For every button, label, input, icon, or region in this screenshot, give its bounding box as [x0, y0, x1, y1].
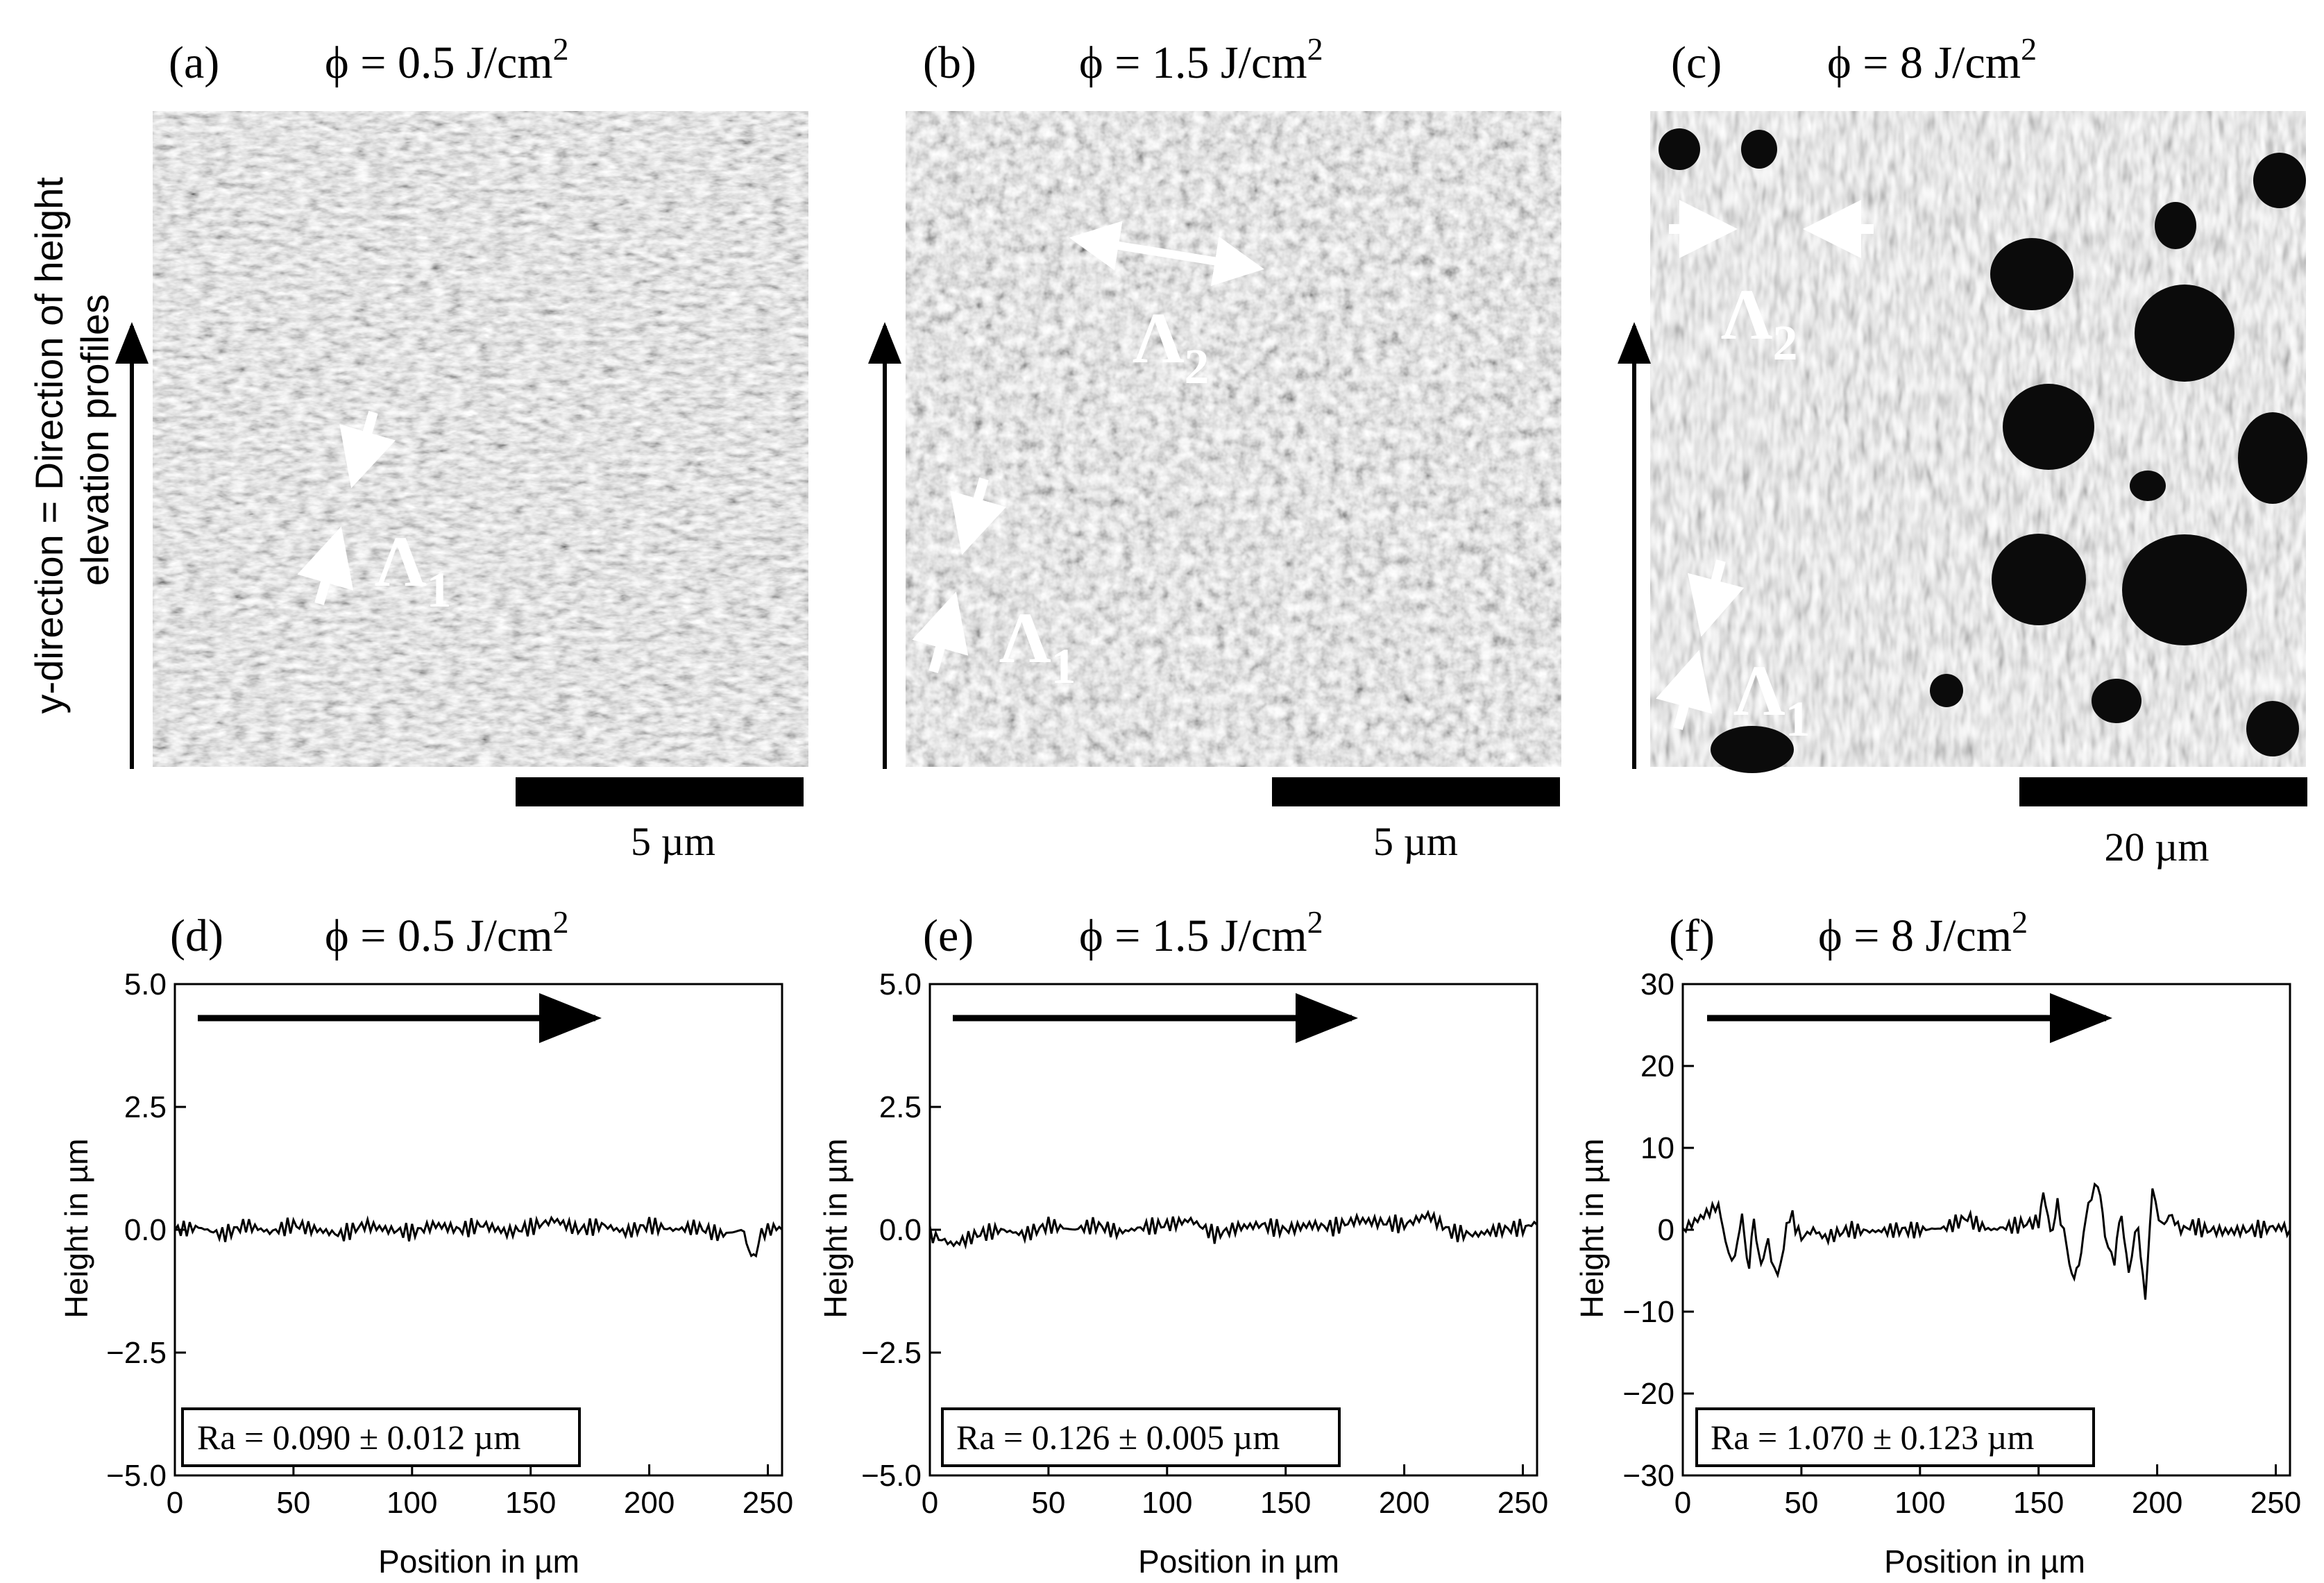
ra-annotation-d: Ra = 0.090 ± 0.012 µm [197, 1418, 520, 1457]
x-tick-label: 150 [505, 1486, 556, 1520]
ra-annotation-f: Ra = 1.070 ± 0.123 µm [1711, 1418, 2034, 1457]
chart-letter-e: (e) [923, 911, 974, 961]
chart-title-f: ϕ = 8 J/cm2 [1818, 904, 2028, 961]
y-axis-label-e: Height in µm [817, 1138, 854, 1318]
x-tick-label: 50 [1031, 1486, 1065, 1520]
lambda2-arrow-b [1069, 221, 1264, 286]
y-tick-label: 5.0 [879, 967, 922, 1001]
y-tick-label: −5.0 [106, 1459, 167, 1493]
y-direction-label: y-direction = Direction of height elevat… [27, 166, 117, 713]
panel-letter-a: (a) [169, 37, 219, 88]
height-profile-line [1681, 1182, 2291, 1300]
panel-letter-c: (c) [1671, 37, 1722, 88]
y-tick-label: 2.5 [879, 1090, 922, 1124]
x-tick-label: 50 [1784, 1486, 1818, 1520]
x-tick-label: 150 [1260, 1486, 1311, 1520]
sem-image-b [906, 111, 1561, 767]
chart-title-d: ϕ = 0.5 J/cm2 [325, 904, 569, 961]
y-tick-label: −2.5 [861, 1336, 922, 1370]
chart-e: (e) ϕ = 1.5 J/cm2 0 50 100 150 200 250 5.0 2.5 0… [817, 904, 1548, 1580]
lambda1-arrows-c [1656, 559, 1745, 730]
sem-panel-a: (a) ϕ = 0.5 J/cm2 Λ1 5 µm [153, 31, 808, 864]
chart-letter-d: (d) [170, 911, 223, 961]
x-tick-label: 200 [624, 1486, 675, 1520]
x-tick-label: 100 [387, 1486, 437, 1520]
chart-f: (f) ϕ = 8 J/cm2 0 50 100 150 200 2503020100−1… [1574, 904, 2301, 1580]
scalebar-label-c: 20 µm [2104, 824, 2209, 870]
ra-annotation-e: Ra = 0.126 ± 0.005 µm [956, 1418, 1280, 1457]
ra-box-d [181, 1407, 581, 1467]
y-tick-label: 0 [1658, 1213, 1674, 1247]
sem-image-a [153, 111, 808, 767]
x-tick-label: 250 [2250, 1486, 2301, 1520]
lambda1-arrows-a [297, 411, 396, 605]
y-tick-label: 0.0 [879, 1213, 922, 1247]
x-tick-label: 150 [2013, 1486, 2064, 1520]
lambda1-label-b: Λ1 [999, 598, 1076, 694]
scalebar-b [1272, 777, 1560, 806]
height-profile-line [928, 1209, 1538, 1250]
y-tick-label: −2.5 [106, 1336, 167, 1370]
y-tick-label: −10 [1622, 1295, 1674, 1329]
x-tick-label: 250 [743, 1486, 793, 1520]
x-tick-label: 0 [167, 1486, 183, 1520]
chart-title-e: ϕ = 1.5 J/cm2 [1079, 904, 1323, 961]
ra-box-f [1695, 1407, 2095, 1467]
lambda1-label-a: Λ1 [375, 522, 452, 618]
y-tick-label: −20 [1622, 1377, 1674, 1411]
height-profile-line [173, 1215, 783, 1258]
x-tick-label: 50 [276, 1486, 310, 1520]
y-tick-label: −5.0 [861, 1459, 922, 1493]
sem-image-c [1650, 111, 2306, 767]
lambda1-label-c: Λ1 [1733, 651, 1810, 747]
y-axis-label-f: Height in µm [1574, 1138, 1610, 1318]
x-tick-label: 250 [1498, 1486, 1548, 1520]
y-tick-label: 30 [1640, 967, 1674, 1001]
x-tick-label: 100 [1894, 1486, 1945, 1520]
y-tick-label: 20 [1640, 1049, 1674, 1083]
y-axis-label-d: Height in µm [58, 1138, 94, 1318]
ra-box-e [941, 1407, 1341, 1467]
x-axis-label-e: Position in µm [1138, 1543, 1339, 1580]
x-tick-label: 100 [1142, 1486, 1192, 1520]
panel-letter-b: (b) [923, 37, 976, 88]
y-tick-label: −30 [1622, 1459, 1674, 1493]
panel-title-a: ϕ = 0.5 J/cm2 [325, 31, 569, 88]
scalebar-label-a: 5 µm [631, 819, 715, 864]
x-axis-label-d: Position in µm [378, 1543, 579, 1580]
scalebar-a [516, 777, 804, 806]
chart-letter-f: (f) [1669, 911, 1715, 961]
y-tick-label: 10 [1640, 1131, 1674, 1165]
x-tick-label: 0 [922, 1486, 938, 1520]
y-tick-label: 0.0 [124, 1213, 167, 1247]
sem-panel-c: (c) ϕ = 8 J/cm2 Λ2 Λ [1650, 31, 2307, 870]
chart-d: (d) ϕ = 0.5 J/cm2 0 50 100 150 200 250 5.0 2.5 0… [58, 904, 793, 1580]
sem-panel-b: (b) ϕ = 1.5 J/cm2 Λ2 Λ1 5 µm [906, 31, 1561, 864]
panel-title-c: ϕ = 8 J/cm2 [1827, 31, 2037, 88]
x-tick-label: 200 [2132, 1486, 2182, 1520]
x-tick-label: 200 [1379, 1486, 1430, 1520]
lambda2-label-c: Λ2 [1721, 275, 1798, 371]
lambda1-arrows-b [912, 477, 1006, 673]
y-direction-arrows [115, 322, 1651, 769]
y-tick-label: 5.0 [124, 967, 167, 1001]
x-axis-label-f: Position in µm [1884, 1543, 2085, 1580]
scalebar-label-b: 5 µm [1373, 819, 1458, 864]
y-tick-label: 2.5 [124, 1090, 167, 1124]
panel-title-b: ϕ = 1.5 J/cm2 [1079, 31, 1323, 88]
crater-holes-c [1659, 128, 2307, 773]
x-tick-label: 0 [1674, 1486, 1691, 1520]
scalebar-c [2019, 777, 2307, 806]
lambda2-label-b: Λ2 [1133, 298, 1210, 394]
